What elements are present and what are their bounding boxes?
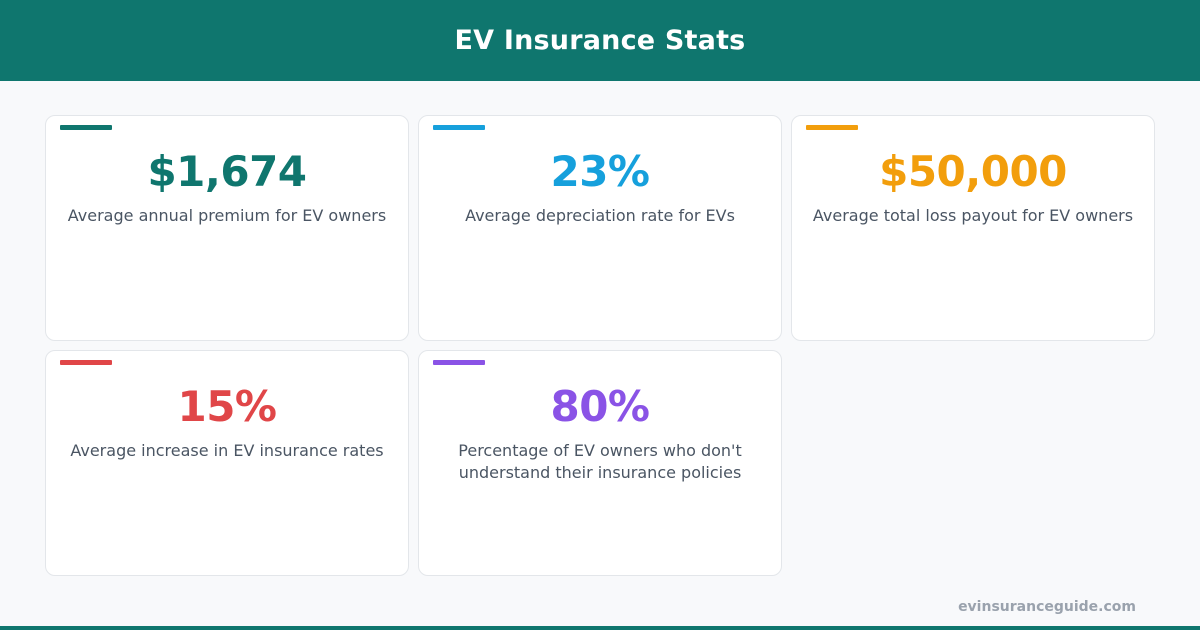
stat-value: 15%: [177, 382, 277, 431]
stat-card-depreciation-rate: 23% Average depreciation rate for EVs: [418, 115, 782, 341]
stat-description: Average annual premium for EV owners: [67, 206, 387, 225]
card-accent-bar: [806, 125, 858, 130]
card-accent-bar: [433, 125, 485, 130]
stat-description: Average total loss payout for EV owners: [812, 206, 1134, 225]
stat-card-policy-understanding: 80% Percentage of EV owners who don't un…: [418, 350, 782, 576]
stat-value: 80%: [550, 382, 650, 431]
stat-description: Percentage of EV owners who don't unders…: [458, 441, 742, 482]
stat-card-annual-premium: $1,674 Average annual premium for EV own…: [45, 115, 409, 341]
stat-value: $50,000: [879, 147, 1067, 196]
stat-card-rate-increase: 15% Average increase in EV insurance rat…: [45, 350, 409, 576]
stat-card-total-loss-payout: $50,000 Average total loss payout for EV…: [791, 115, 1155, 341]
card-accent-bar: [60, 360, 112, 365]
stat-description: Average depreciation rate for EVs: [465, 206, 735, 225]
card-accent-bar: [433, 360, 485, 365]
card-accent-bar: [60, 125, 112, 130]
stat-description: Average increase in EV insurance rates: [70, 441, 384, 460]
stat-value: $1,674: [147, 147, 307, 196]
stat-value: 23%: [550, 147, 650, 196]
footer-site-url: evinsuranceguide.com: [958, 599, 1136, 615]
page-header: EV Insurance Stats: [0, 0, 1200, 81]
footer-bar: [0, 626, 1200, 630]
page-title: EV Insurance Stats: [454, 25, 746, 56]
